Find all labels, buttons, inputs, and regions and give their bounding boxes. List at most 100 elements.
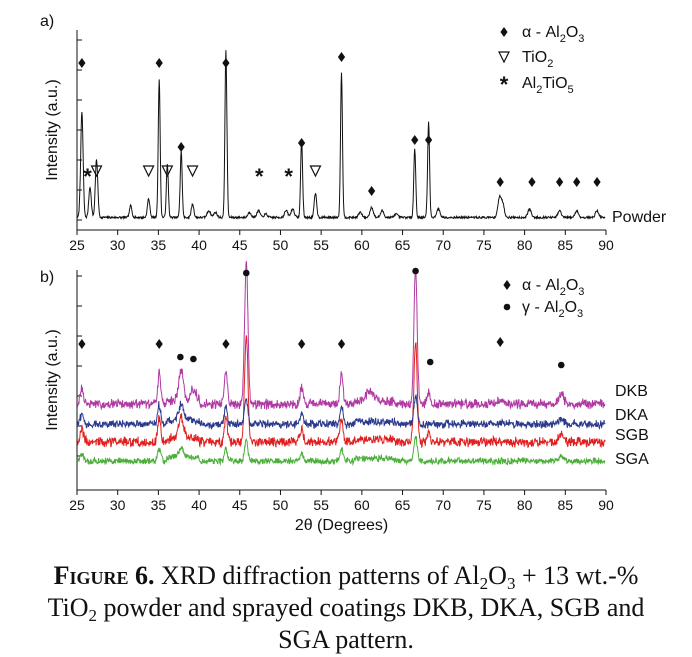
panel-a-triangle-marker <box>90 165 103 178</box>
panel-b-diamond-marker <box>78 339 86 349</box>
caption-lead: Figure 6. <box>53 561 155 590</box>
panel-b-dot-marker <box>412 267 419 275</box>
panel-a-x-tick-label: 75 <box>476 237 492 253</box>
panel-b-x-tick-label: 75 <box>476 497 492 513</box>
legend-text: α <box>522 24 536 41</box>
panel-b-label: b) <box>40 269 54 286</box>
panel-b-x-tick-label: 55 <box>313 497 329 513</box>
panel-a-x-tick-label: 60 <box>354 237 370 253</box>
panel-a-diamond-marker <box>411 135 419 145</box>
panel-a-diamond-marker <box>593 177 601 187</box>
panel-a-diamond-marker <box>337 52 346 62</box>
panel-b-diamond-marker <box>155 339 163 349</box>
panel-a-triangle-marker <box>161 165 174 178</box>
legend-text: - <box>534 299 544 316</box>
panel-b-xlabel: 2θ (Degrees) <box>295 517 388 534</box>
panel-a-legend-asterisk-icon: * <box>500 72 509 97</box>
panel-b-series-dka <box>76 394 606 431</box>
panel-b-diamond-marker <box>222 339 230 349</box>
panel-b-legend-entry: γ - Al2O3 <box>522 299 583 320</box>
panel-b-series-sgb <box>77 335 606 449</box>
panel-b-legend-diamond-icon <box>503 280 511 290</box>
panel-b-legend-entry: α - Al2O3 <box>522 277 584 298</box>
legend-subscript: 5 <box>568 84 574 96</box>
panel-b-x-tick-label: 40 <box>191 497 207 513</box>
panel-a-x-tick-label: 90 <box>598 237 614 253</box>
panel-a-diamond-marker <box>177 142 185 152</box>
panel-a-x-tick-label: 55 <box>313 237 329 253</box>
panel-b-series-label-sga: SGA <box>615 451 649 468</box>
panel-b-dot-marker <box>426 358 434 366</box>
panel-a-x-tick-label: 45 <box>232 237 248 253</box>
legend-text: TiO <box>542 75 567 92</box>
panel-b-series-label-sgb: SGB <box>615 427 649 444</box>
legend-text: O <box>566 277 578 294</box>
panel-a-x-tick-label: 25 <box>69 237 85 253</box>
legend-subscript: 2 <box>560 33 566 45</box>
legend-subscript: 2 <box>560 286 566 298</box>
panel-b-x-tick-label: 90 <box>598 497 614 513</box>
panel-b-diamond-marker <box>337 339 346 349</box>
panel-a-x-tick-label: 70 <box>435 237 451 253</box>
panel-a-triangle-marker <box>186 165 199 178</box>
panel-a-label: a) <box>40 13 54 30</box>
legend-text: Al <box>544 299 558 316</box>
panel-a-legend-entry: α - Al2O3 <box>522 24 584 45</box>
panel-a-legend-entry: TiO2 <box>522 49 553 70</box>
panel-b-x-tick-label: 85 <box>558 497 574 513</box>
panel-a-x-tick-label: 80 <box>517 237 533 253</box>
legend-text: Al <box>522 75 536 92</box>
figure-caption: Figure 6. XRD diffraction patterns of Al… <box>0 560 692 656</box>
panel-b-x-tick-label: 65 <box>395 497 411 513</box>
panel-b-x-tick-label: 80 <box>517 497 533 513</box>
panel-b-x-tick-label: 70 <box>435 497 451 513</box>
legend-text: α <box>522 277 536 294</box>
panel-a-legend-triangle-icon <box>498 51 510 64</box>
panel-b-dot-marker <box>190 355 197 363</box>
panel-b-x-tick-label: 35 <box>151 497 167 513</box>
panel-b: b) Intensity (a.u.) 25 30 35 40 45 50 55 60 65 70 75… <box>40 261 649 534</box>
panel-a-x-tick-label: 35 <box>151 237 167 253</box>
panel-a-x-tick-label: 85 <box>558 237 574 253</box>
panel-b-legend-dot-icon <box>503 303 511 311</box>
panel-a-asterisk-marker: * <box>284 164 293 189</box>
legend-subscript: 3 <box>578 286 584 298</box>
panel-a-asterisk-marker: * <box>255 164 264 189</box>
panel-b-x-tick-label: 30 <box>110 497 126 513</box>
legend-subscript: 2 <box>536 84 542 96</box>
panel-a-diamond-marker <box>78 58 86 68</box>
panel-a: a)Intensity (a.u.)25 30 35 40 45 50 55 60 65 70 75… <box>40 13 667 253</box>
legend-subscript: 3 <box>578 33 584 45</box>
legend-text: - <box>536 24 546 41</box>
panel-a-x-tick-label: 30 <box>110 237 126 253</box>
caption-line-1: Figure 6. XRD diffraction patterns of Al… <box>53 561 639 593</box>
panel-b-x-tick-label: 50 <box>273 497 289 513</box>
legend-text: O <box>566 24 578 41</box>
xrd-figure: a)Intensity (a.u.)25 30 35 40 45 50 55 60 65 70 75… <box>40 13 667 534</box>
panel-a-legend-entry: Al2TiO5 <box>522 75 574 96</box>
legend-text: Al <box>545 277 559 294</box>
panel-a-diamond-marker <box>528 177 536 187</box>
panel-a-diamond-marker <box>222 58 230 68</box>
legend-subscript: 2 <box>547 58 553 70</box>
legend-text: γ <box>522 299 534 316</box>
panel-b-dot-marker <box>242 269 250 277</box>
panel-a-legend-diamond-icon <box>500 27 508 37</box>
panel-a-ylabel: Intensity (a.u.) <box>44 79 61 180</box>
panel-a-series-powder <box>76 50 606 221</box>
panel-b-x-tick-label: 60 <box>354 497 370 513</box>
panel-b-x-tick-label: 45 <box>232 497 248 513</box>
panel-a-x-tick-label: 65 <box>395 237 411 253</box>
panel-a-diamond-marker <box>424 135 433 145</box>
caption-line-3: SGA pattern. <box>278 625 414 654</box>
panel-a-triangle-marker <box>142 165 155 178</box>
panel-a-triangle-marker <box>309 165 322 178</box>
panel-b-dot-marker <box>557 361 565 369</box>
legend-text: TiO <box>522 49 547 66</box>
panel-b-diamond-marker <box>298 339 306 349</box>
legend-subscript: 2 <box>558 308 564 320</box>
panel-b-dot-marker <box>177 353 184 361</box>
panel-b-series-sga <box>76 435 606 467</box>
